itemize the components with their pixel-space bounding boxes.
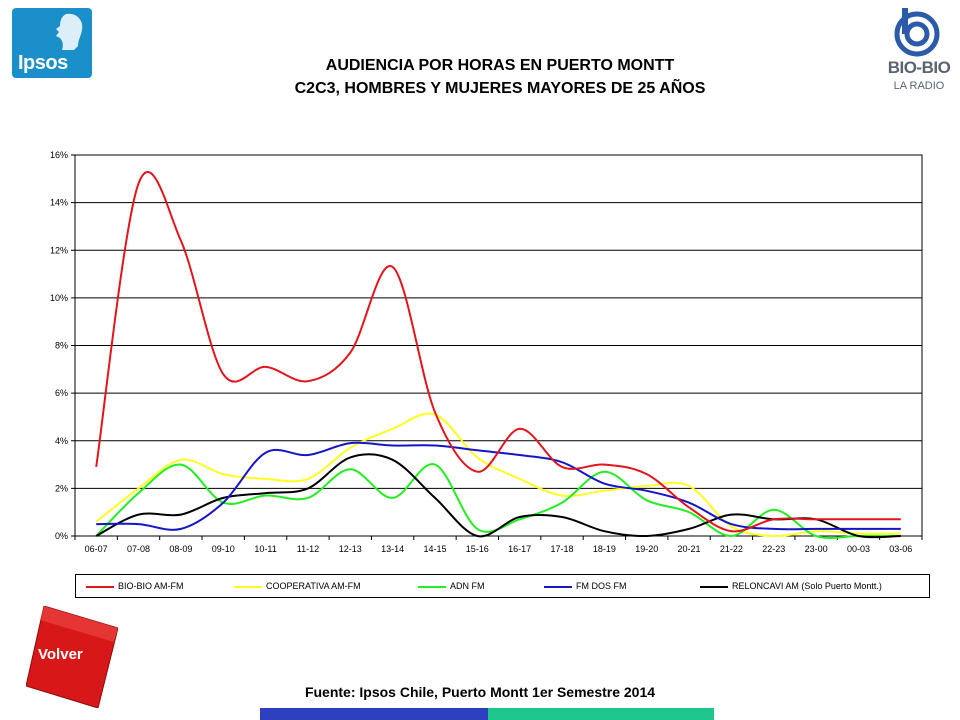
legend-item: BIO-BIO AM-FM [86, 581, 184, 593]
x-tick-label: 20-21 [678, 544, 701, 554]
series-line-2 [95, 463, 901, 539]
y-tick-label: 2% [55, 483, 68, 493]
x-tick-label: 03-06 [889, 544, 912, 554]
legend-item: COOPERATIVA AM-FM [234, 581, 361, 593]
series-line-0 [95, 171, 901, 533]
y-tick-label: 10% [50, 293, 68, 303]
x-tick-label: 14-15 [423, 544, 446, 554]
y-tick-label: 8% [55, 341, 68, 351]
footer-bar-green [488, 708, 714, 720]
x-tick-label: 17-18 [551, 544, 574, 554]
x-tick-label: 19-20 [635, 544, 658, 554]
series-line-4 [95, 453, 901, 539]
legend-label: COOPERATIVA AM-FM [266, 581, 361, 591]
legend-label: FM DOS FM [576, 581, 627, 591]
x-tick-label: 08-09 [169, 544, 192, 554]
x-tick-label: 09-10 [212, 544, 235, 554]
legend-label: RELONCAVI AM (Solo Puerto Montt.) [732, 581, 882, 591]
chart-title: AUDIENCIA POR HORAS EN PUERTO MONTT C2C3… [170, 54, 830, 100]
legend-item: RELONCAVI AM (Solo Puerto Montt.) [700, 581, 882, 593]
x-tick-label: 00-03 [847, 544, 870, 554]
x-tick-label: 18-19 [593, 544, 616, 554]
series-line-3 [96, 441, 901, 531]
legend-item: FM DOS FM [544, 581, 627, 593]
legend-swatch [234, 585, 262, 588]
series-line-1 [95, 412, 901, 538]
x-tick-label: 16-17 [508, 544, 531, 554]
x-tick-label: 23-00 [805, 544, 828, 554]
face-profile-icon [56, 13, 83, 50]
x-tick-label: 13-14 [381, 544, 404, 554]
x-tick-label: 21-22 [720, 544, 743, 554]
radio-signal-icon [894, 8, 940, 57]
x-tick-label: 15-16 [466, 544, 489, 554]
x-tick-label: 12-13 [339, 544, 362, 554]
biobio-logo-text: BIO-BIO [887, 58, 951, 77]
legend-label: ADN FM [450, 581, 485, 591]
ipsos-logo-text: Ipsos [18, 52, 68, 74]
biobio-logo-subtext: LA RADIO [893, 80, 945, 92]
volver-button-shape[interactable] [26, 606, 118, 708]
y-tick-label: 0% [55, 531, 68, 541]
volver-button[interactable]: Volver [38, 646, 83, 663]
footer-bar-blue [260, 708, 488, 720]
source-note: Fuente: Ipsos Chile, Puerto Montt 1er Se… [304, 684, 656, 700]
legend-swatch [700, 585, 728, 588]
y-tick-label: 6% [55, 388, 68, 398]
legend-swatch [418, 585, 446, 588]
ipsos-logo: Ipsos [12, 8, 92, 78]
y-tick-label: 12% [50, 245, 68, 255]
legend-label: BIO-BIO AM-FM [118, 581, 184, 591]
legend-item: ADN FM [418, 581, 485, 593]
x-tick-label: 06-07 [85, 544, 108, 554]
x-tick-label: 07-08 [127, 544, 150, 554]
x-tick-label: 11-12 [297, 544, 319, 554]
legend-swatch [86, 585, 114, 588]
chart-legend: BIO-BIO AM-FM COOPERATIVA AM-FM ADN FM FM D… [75, 574, 930, 598]
y-tick-label: 14% [50, 198, 68, 208]
chart-title-line1: AUDIENCIA POR HORAS EN PUERTO MONTT [325, 57, 675, 74]
chart-title-line2: C2C3, HOMBRES Y MUJERES MAYORES DE 25 AÑ… [294, 80, 706, 97]
y-tick-label: 4% [55, 436, 68, 446]
biobio-logo: BIO-BIO LA RADIO [880, 6, 954, 102]
legend-swatch [544, 585, 572, 588]
x-tick-label: 10-11 [254, 544, 276, 554]
x-tick-label: 22-23 [762, 544, 785, 554]
y-tick-label: 16% [50, 150, 68, 160]
